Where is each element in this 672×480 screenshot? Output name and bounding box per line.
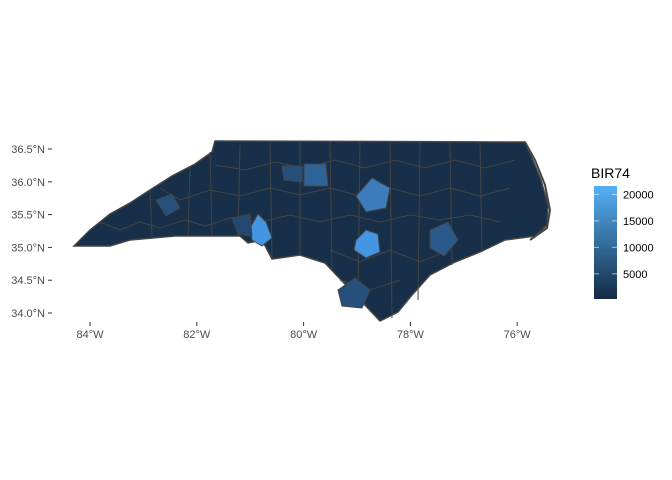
outer-banks (524, 141, 552, 241)
legend: BIR74 5000 10000 15000 20000 (591, 165, 654, 299)
county-high (353, 229, 381, 259)
x-tick-label: 84°W (76, 329, 104, 341)
y-tick-label: 35.0°N (11, 242, 45, 254)
x-tick-label: 76°W (504, 329, 532, 341)
x-tick-label: 80°W (290, 329, 318, 341)
legend-tick-label: 15000 (623, 216, 654, 228)
county-mid (231, 213, 253, 237)
y-tick-label: 36.5°N (11, 144, 45, 156)
county-mid (281, 165, 303, 183)
legend-tick-label: 20000 (623, 189, 654, 201)
county-mid (155, 193, 181, 217)
legend-title: BIR74 (591, 165, 630, 181)
y-tick-label: 34.5°N (11, 275, 45, 287)
y-tick-label: 35.5°N (11, 210, 45, 222)
county-borders (99, 141, 516, 319)
county-mid (429, 221, 459, 257)
county-mid (303, 163, 329, 187)
nc-counties (72, 140, 552, 322)
legend-tick-label: 10000 (623, 242, 654, 254)
y-axis: 34.0°N 34.5°N 35.0°N 35.5°N 36.0°N 36.5°N (11, 144, 52, 320)
county-mid (337, 277, 371, 309)
legend-tick-label: 5000 (623, 269, 647, 281)
y-tick-label: 36.0°N (11, 177, 45, 189)
state-outline (72, 140, 549, 322)
x-tick-label: 78°W (397, 329, 425, 341)
county-mid (355, 177, 391, 213)
county-high (249, 213, 273, 247)
legend-colorbar (594, 186, 617, 299)
x-axis: 84°W 82°W 80°W 78°W 76°W (76, 322, 531, 341)
x-tick-label: 82°W (183, 329, 211, 341)
y-tick-label: 34.0°N (11, 308, 45, 320)
